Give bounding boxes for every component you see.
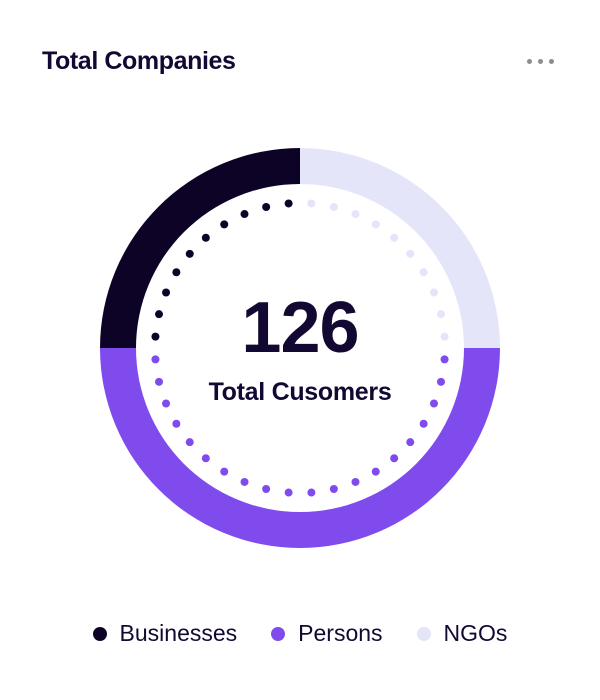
donut-ring-dot bbox=[262, 203, 271, 212]
donut-ring-dot bbox=[307, 488, 316, 497]
donut-ring-dot bbox=[440, 332, 449, 341]
legend-item-persons[interactable]: Persons bbox=[271, 620, 383, 646]
donut-slice-group bbox=[100, 148, 500, 548]
donut-ring-dot bbox=[371, 467, 380, 476]
donut-slice-persons[interactable] bbox=[100, 348, 500, 548]
donut-ring-dot bbox=[307, 199, 316, 208]
donut-ring-dot bbox=[351, 477, 360, 486]
donut-ring-dot bbox=[429, 288, 438, 297]
donut-ring-dot bbox=[155, 310, 164, 319]
legend-item-label: Persons bbox=[298, 620, 383, 646]
donut-ring-dot bbox=[406, 438, 415, 447]
donut-ring-dot bbox=[284, 199, 293, 208]
legend-item-ngos[interactable]: NGOs bbox=[416, 620, 508, 646]
menu-dot-3 bbox=[549, 58, 554, 64]
menu-dot-1 bbox=[527, 58, 532, 64]
donut-ring-dot bbox=[440, 355, 449, 364]
donut-ring-dot bbox=[220, 467, 229, 476]
card-header: Total Companies bbox=[42, 40, 558, 82]
legend-item-label: NGOs bbox=[443, 620, 508, 646]
donut-ring-dot bbox=[419, 268, 428, 277]
donut-ring-dot bbox=[429, 399, 438, 408]
donut-ring-dot bbox=[436, 377, 445, 386]
donut-slice-ngos[interactable] bbox=[300, 148, 500, 348]
donut-ring-dot bbox=[172, 419, 181, 428]
legend-item-label: Businesses bbox=[119, 620, 238, 646]
donut-ring-dot bbox=[329, 484, 338, 493]
donut-ring-dot bbox=[185, 249, 194, 258]
donut-ring-dot bbox=[390, 454, 399, 463]
donut-ring-dot bbox=[390, 233, 399, 242]
donut-ring-dot bbox=[240, 477, 249, 486]
donut-chart-svg bbox=[100, 148, 500, 548]
donut-ring-dot bbox=[185, 438, 194, 447]
donut-ring-dot bbox=[406, 249, 415, 258]
legend-swatch-icon bbox=[416, 626, 431, 641]
donut-ring-dot bbox=[262, 484, 271, 493]
donut-ring-dot bbox=[162, 288, 171, 297]
donut-ring-dot bbox=[329, 203, 338, 212]
legend-item-businesses[interactable]: Businesses bbox=[92, 620, 238, 646]
menu-dot-2 bbox=[538, 58, 543, 64]
legend-swatch-icon bbox=[271, 626, 286, 641]
donut-ring-dot bbox=[151, 332, 160, 341]
donut-ring-dot bbox=[436, 310, 445, 319]
donut-ring-dot bbox=[240, 210, 249, 219]
page-title: Total Companies bbox=[42, 46, 236, 75]
donut-ring-dot bbox=[284, 488, 293, 497]
ellipsis-horizontal-icon[interactable] bbox=[523, 51, 558, 72]
donut-chart: 126 Total Cusomers bbox=[100, 148, 500, 548]
donut-ring-dot bbox=[220, 220, 229, 229]
legend-swatch-icon bbox=[92, 626, 107, 641]
donut-ring-dot bbox=[172, 268, 181, 277]
donut-ring-dot bbox=[162, 399, 171, 408]
donut-dotted-ring bbox=[151, 199, 449, 497]
donut-ring-dot bbox=[371, 220, 380, 229]
donut-ring-dot bbox=[351, 210, 360, 219]
donut-ring-dot bbox=[419, 419, 428, 428]
donut-slice-businesses[interactable] bbox=[100, 148, 300, 348]
donut-ring-dot bbox=[155, 377, 164, 386]
chart-legend: Businesses Persons NGOs bbox=[0, 622, 600, 645]
donut-ring-dot bbox=[201, 233, 210, 242]
donut-ring-dot bbox=[201, 454, 210, 463]
donut-ring-dot bbox=[151, 355, 160, 364]
